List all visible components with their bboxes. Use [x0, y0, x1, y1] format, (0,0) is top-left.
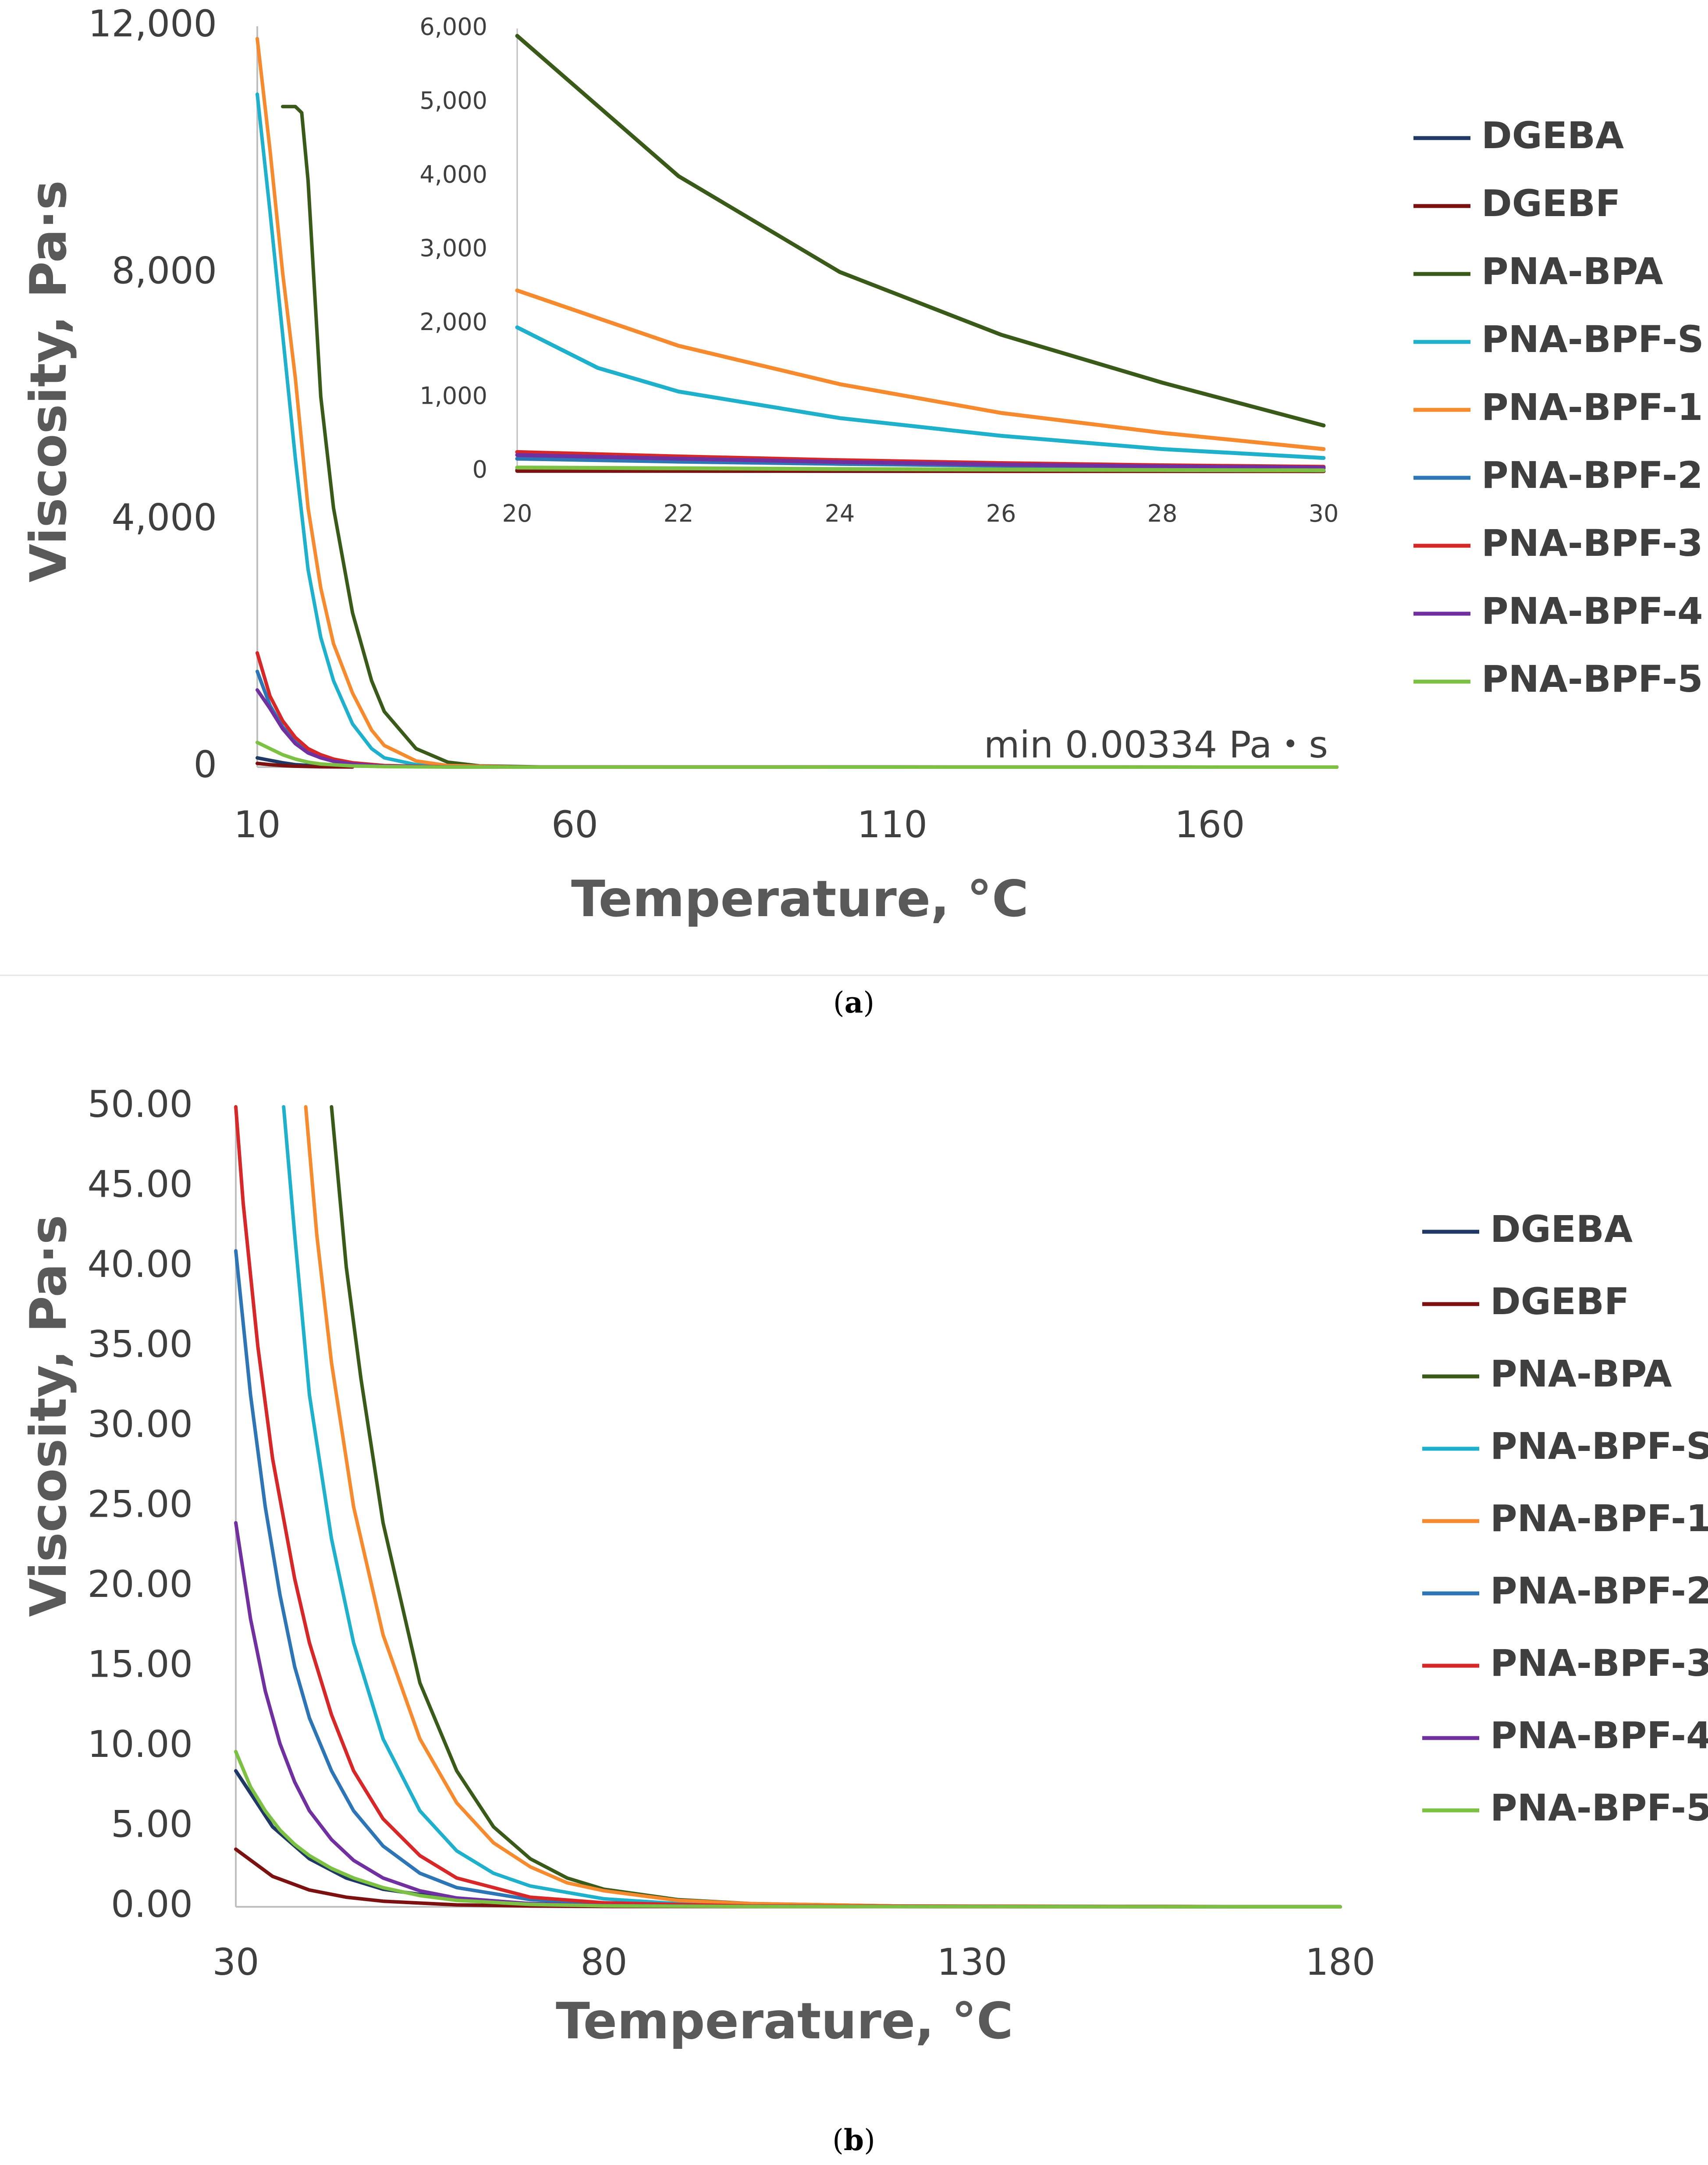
inset-series-line-pna-bpf-s [515, 325, 1326, 460]
inset-series-line-pna-bpf-4 [515, 453, 1326, 470]
b-y-tick-label: 10.00 [88, 1723, 193, 1766]
panel-b-y-axis-title: Viscosity, Pa·s [19, 1215, 78, 1617]
b-y-tick-label: 30.00 [88, 1403, 193, 1446]
inset-y-tick-label: 6,000 [419, 13, 487, 41]
panel-b-chart: 0.00 5.00 10.00 15.00 20.00 25.00 30.00 35.00 40… [19, 1083, 1708, 2050]
panel-b-y-tick-labels: 0.00 5.00 10.00 15.00 20.00 25.00 30.00 35.00 40… [88, 1083, 193, 1926]
panel-a-legend-label-pna-bpf-5: PNA-BPF-5 [1481, 658, 1703, 700]
panel-b-caption: (b) [832, 2123, 875, 2157]
panel-a-legend-label-dgeba: DGEBA [1481, 114, 1624, 157]
panel-b-legend-label-pna-bpa: PNA-BPA [1490, 1352, 1672, 1395]
a-y-tick-label: 4,000 [112, 496, 217, 539]
panel-b-legend-label-dgebf: DGEBF [1490, 1280, 1629, 1323]
caption-letter-b: b [844, 2123, 864, 2157]
b-y-tick-label: 5.00 [111, 1802, 193, 1845]
b-x-tick-label: 130 [937, 1941, 1007, 1984]
panel-a-legend-label-pna-bpf-s: PNA-BPF-S [1481, 318, 1704, 361]
inset-y-tick-labels: 0 1,000 2,000 3,000 4,000 5,000 6,000 [419, 13, 487, 483]
panel-a-y-tick-labels: 0 4,000 8,000 12,000 [88, 2, 217, 786]
caption-letter-a: a [845, 985, 863, 1020]
panel-b-legend-label-pna-bpf-3: PNA-BPF-3 [1490, 1642, 1708, 1685]
inset-series [515, 34, 1326, 473]
inset-y-tick-label: 3,000 [419, 235, 487, 262]
inset-x-tick-label: 20 [502, 500, 533, 527]
panel-a-series [256, 37, 1339, 769]
panel-b-legend-label-dgeba: DGEBA [1490, 1208, 1633, 1251]
b-x-tick-label: 180 [1305, 1941, 1375, 1984]
inset-y-tick-label: 1,000 [419, 382, 487, 409]
panel-a-inset: 0 1,000 2,000 3,000 4,000 5,000 6,000 20 22 24 26… [419, 13, 1339, 527]
inset-x-tick-label: 26 [986, 500, 1016, 527]
caption-close-paren: ) [864, 2123, 875, 2157]
panel-b-legend-label-pna-bpf-4: PNA-BPF-4 [1490, 1714, 1708, 1757]
panel-b-x-axis-title: Temperature, °C [556, 1992, 1013, 2050]
a-y-tick-label: 0 [194, 743, 217, 786]
inset-x-tick-label: 28 [1147, 500, 1178, 527]
inset-x-tick-label: 24 [825, 500, 855, 527]
inset-x-tick-label: 30 [1309, 500, 1339, 527]
b-series-line-pna-bpf-1 [304, 1105, 1342, 1909]
panel-b-legend-label-pna-bpf-1: PNA-BPF-1 [1490, 1497, 1708, 1540]
panel-a-legend-label-pna-bpa: PNA-BPA [1481, 250, 1663, 293]
b-x-tick-label: 30 [213, 1941, 259, 1984]
inset-series-line-pna-bpf-5 [515, 466, 1326, 473]
b-y-tick-label: 15.00 [88, 1642, 193, 1685]
panel-a-x-tick-labels: 10 60 110 160 [234, 803, 1245, 846]
panel-b-legend-label-pna-bpf-2: PNA-BPF-2 [1490, 1569, 1708, 1612]
inset-y-tick-label: 5,000 [419, 87, 487, 114]
inset-y-tick-label: 0 [472, 456, 487, 483]
panel-b-legend-label-pna-bpf-5: PNA-BPF-5 [1490, 1786, 1708, 1829]
panel-a-legend: DGEBA DGEBF PNA-BPA PNA-BPF-S PNA-BPF-1 PNA-B… [1413, 114, 1704, 700]
caption-close-paren: ) [863, 986, 874, 1020]
inset-x-tick-labels: 20 22 24 26 28 30 [502, 500, 1339, 527]
caption-open-paren: ( [832, 2123, 844, 2157]
inset-series-line-pna-bpa [515, 34, 1326, 428]
a-y-tick-label: 12,000 [88, 2, 217, 45]
panel-b-x-tick-labels: 30 80 130 180 [213, 1941, 1376, 1984]
panel-a-legend-label-pna-bpf-2: PNA-BPF-2 [1481, 454, 1703, 497]
b-series-line-pna-bpf-3 [234, 1105, 1342, 1909]
panel-a-min-annotation: min 0.00334 Pa・s [984, 723, 1328, 766]
a-x-tick-label: 160 [1175, 803, 1245, 846]
b-y-tick-label: 0.00 [111, 1883, 193, 1926]
b-y-tick-label: 40.00 [88, 1243, 193, 1286]
inset-y-tick-label: 2,000 [419, 308, 487, 336]
panel-b-legend-label-pna-bpf-s: PNA-BPF-S [1490, 1425, 1708, 1468]
inset-y-tick-label: 4,000 [419, 160, 487, 188]
panel-a-legend-label-pna-bpf-4: PNA-BPF-4 [1481, 590, 1703, 633]
panel-a-caption: (a) [833, 985, 874, 1020]
a-series-line-pna-bpf-5 [256, 740, 1339, 769]
panel-a-legend-label-pna-bpf-1: PNA-BPF-1 [1481, 386, 1703, 429]
panel-b-series [234, 1105, 1342, 1909]
a-x-tick-label: 60 [551, 803, 598, 846]
panel-a-legend-label-pna-bpf-3: PNA-BPF-3 [1481, 522, 1703, 565]
b-y-tick-label: 50.00 [88, 1083, 193, 1126]
panel-a-x-axis-title: Temperature, °C [571, 870, 1029, 928]
b-series-line-pna-bpf-5 [234, 1749, 1342, 1909]
a-y-tick-label: 8,000 [112, 249, 217, 292]
panel-a-y-axis-title: Viscosity, Pa·s [19, 180, 78, 583]
b-y-tick-label: 45.00 [88, 1162, 193, 1205]
b-x-tick-label: 80 [581, 1941, 628, 1984]
b-y-tick-label: 25.00 [88, 1482, 193, 1525]
inset-series-line-pna-bpf-1 [515, 288, 1326, 451]
b-y-tick-label: 20.00 [88, 1563, 193, 1606]
inset-x-tick-label: 22 [664, 500, 694, 527]
a-x-tick-label: 10 [234, 803, 281, 846]
panel-a-chart: 0 4,000 8,000 12,000 10 60 110 160 Temperature… [19, 2, 1704, 928]
b-y-tick-label: 35.00 [88, 1322, 193, 1365]
caption-open-paren: ( [833, 986, 845, 1020]
panel-b-legend: DGEBA DGEBF PNA-BPA PNA-BPF-S PNA-BPF-1 PNA-B… [1422, 1208, 1708, 1829]
a-x-tick-label: 110 [857, 803, 927, 846]
panel-a-legend-label-dgebf: DGEBF [1481, 182, 1620, 225]
a-series-line-dgebf [256, 761, 355, 769]
